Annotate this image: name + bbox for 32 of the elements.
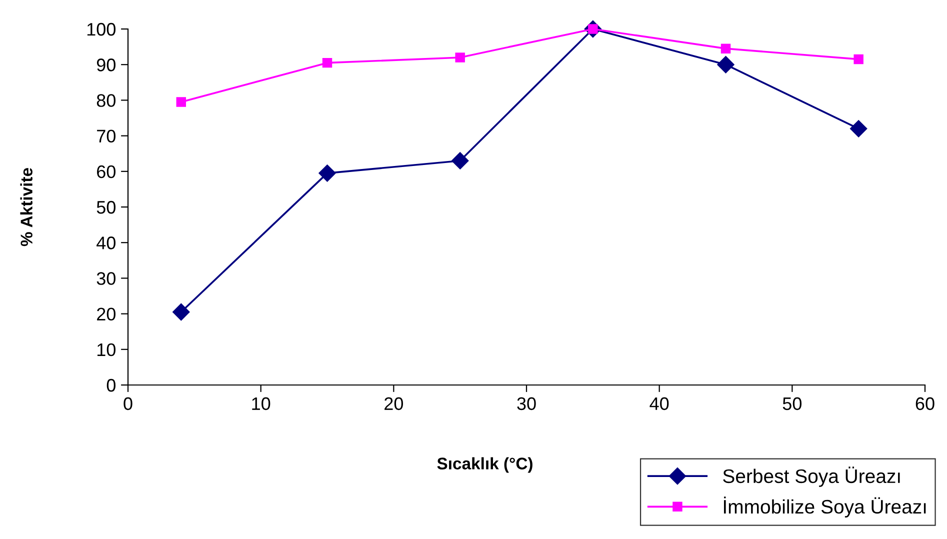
y-tick-label: 60 <box>97 165 116 178</box>
point <box>172 303 190 321</box>
point <box>720 44 731 54</box>
y-tick-label: 90 <box>96 58 116 72</box>
point <box>322 58 332 68</box>
y-tick-label: 50 <box>96 200 116 214</box>
x-axis-title: Sıcaklık (°C) <box>437 457 532 473</box>
legend-label: İmmobilize Soya Üreazı <box>724 496 926 518</box>
y-tick-label: 10 <box>97 343 116 356</box>
point <box>452 152 469 170</box>
x-tick-label: 40 <box>650 397 669 410</box>
legend-label: Serbest Soya Üreazı <box>723 466 900 487</box>
y-tick-label: 20 <box>97 308 116 321</box>
point <box>717 56 734 74</box>
x-tick-label: 30 <box>517 397 536 410</box>
point <box>455 52 465 62</box>
y-axis-title: % Aktivite <box>20 168 32 246</box>
x-tick-label: 60 <box>916 397 934 410</box>
x-tick-label: 50 <box>782 397 802 410</box>
x-tick-label: 20 <box>384 397 404 410</box>
y-tick-label: 100 <box>87 22 116 36</box>
point <box>850 120 868 138</box>
y-tick-label: 70 <box>97 130 116 143</box>
y-tick-label: 30 <box>96 272 116 285</box>
point <box>854 54 864 64</box>
x-tick-label: 10 <box>252 397 270 410</box>
point <box>176 97 186 107</box>
point <box>318 164 336 182</box>
y-tick-label: 0 <box>106 378 116 392</box>
y-tick-label: 80 <box>96 94 116 107</box>
x-tick-label: 0 <box>124 397 132 410</box>
y-tick-label: 40 <box>96 236 116 250</box>
